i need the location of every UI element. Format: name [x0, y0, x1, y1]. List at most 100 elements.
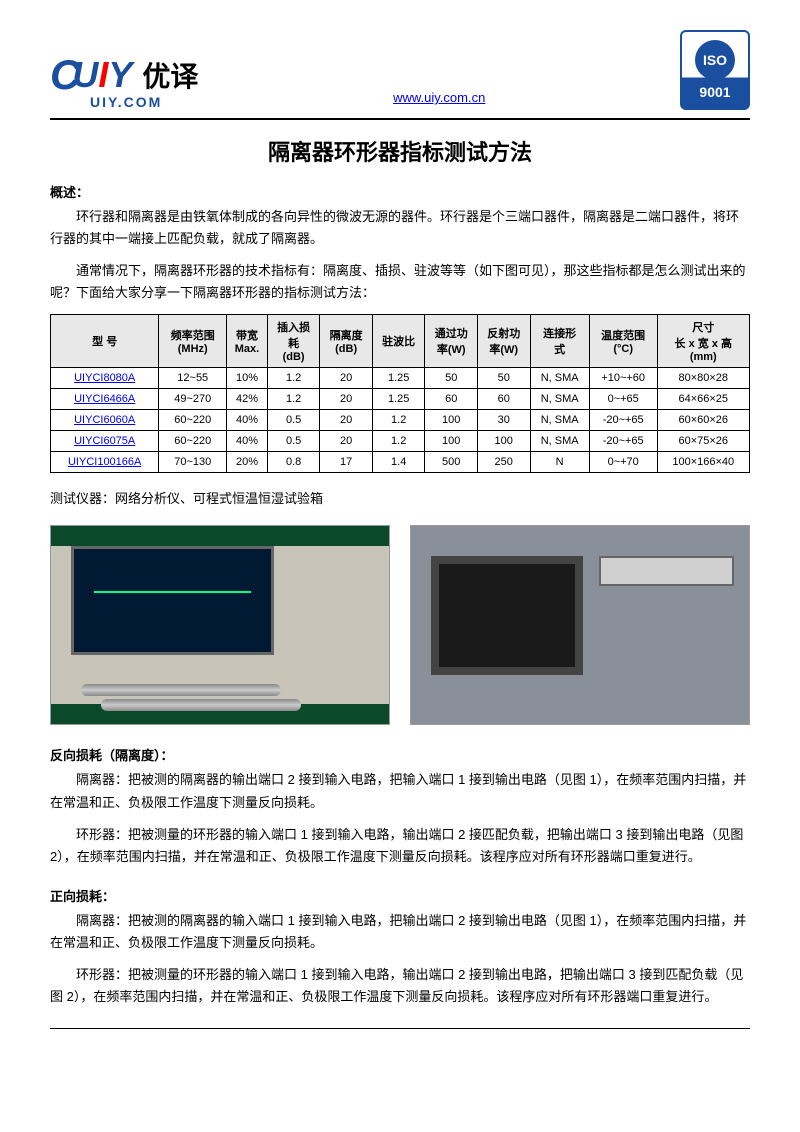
- network-analyzer-image: [50, 525, 390, 725]
- table-cell: -20~+65: [589, 431, 657, 452]
- model-link[interactable]: UIYCI6075A: [74, 435, 135, 447]
- table-cell: 1.2: [372, 431, 425, 452]
- table-cell: 0.5: [267, 410, 320, 431]
- temperature-chamber-image: [410, 525, 750, 725]
- table-cell: +10~+60: [589, 368, 657, 389]
- table-cell: 20%: [227, 452, 268, 473]
- model-link[interactable]: UIYCI8080A: [74, 372, 135, 384]
- table-cell: 40%: [227, 431, 268, 452]
- section1-paragraph-1: 隔离器：把被测的隔离器的输出端口 2 接到输入电路，把输入端口 1 接到输出电路…: [50, 769, 750, 813]
- iso-badge: ISO 9001: [680, 30, 750, 110]
- table-cell: UIYCI6060A: [51, 410, 159, 431]
- logo-subtitle: UIY.COM: [90, 94, 198, 110]
- overview-label: 概述：: [50, 182, 750, 201]
- table-row: UIYCI100166A70~13020%0.8171.4500250N0~+7…: [51, 452, 750, 473]
- table-cell: 50: [425, 368, 478, 389]
- table-cell: 100: [425, 431, 478, 452]
- table-cell: 17: [320, 452, 373, 473]
- table-cell: 0.8: [267, 452, 320, 473]
- table-cell: 60~220: [159, 431, 227, 452]
- overview-paragraph-1: 环行器和隔离器是由铁氧体制成的各向异性的微波无源的器件。环行器是个三端口器件，隔…: [50, 206, 750, 250]
- table-header-cell: 型 号: [51, 315, 159, 368]
- table-cell: UIYCI6466A: [51, 389, 159, 410]
- table-cell: 49~270: [159, 389, 227, 410]
- table-cell: 60×60×26: [657, 410, 749, 431]
- logo-chinese: 优译: [142, 55, 198, 95]
- table-header-cell: 驻波比: [372, 315, 425, 368]
- table-row: UIYCI6075A60~22040%0.5201.2100100N, SMA-…: [51, 431, 750, 452]
- table-cell: -20~+65: [589, 410, 657, 431]
- table-cell: 10%: [227, 368, 268, 389]
- table-cell: N: [530, 452, 589, 473]
- table-header-cell: 频率范围(MHz): [159, 315, 227, 368]
- table-cell: 50: [477, 368, 530, 389]
- table-cell: 20: [320, 431, 373, 452]
- table-row: UIYCI6060A 60~22040%0.5201.210030N, SMA-2…: [51, 410, 750, 431]
- chamber-panel: [599, 556, 734, 586]
- company-logo: CUIY 优译 UIY.COM: [50, 51, 198, 110]
- table-header-cell: 通过功率(W): [425, 315, 478, 368]
- table-cell: N, SMA: [530, 431, 589, 452]
- table-cell: 42%: [227, 389, 268, 410]
- table-cell: 60×75×26: [657, 431, 749, 452]
- table-row: UIYCI6466A49~27042%1.2201.256060N, SMA0~…: [51, 389, 750, 410]
- table-cell: 0~+70: [589, 452, 657, 473]
- table-cell: 1.2: [372, 410, 425, 431]
- section-reverse-loss-title: 反向损耗（隔离度）：: [50, 745, 750, 764]
- table-cell: UIYCI8080A: [51, 368, 159, 389]
- table-header-cell: 尺寸长 x 宽 x 高(mm): [657, 315, 749, 368]
- table-cell: 1.4: [372, 452, 425, 473]
- table-cell: 30: [477, 410, 530, 431]
- table-header-cell: 隔离度(dB): [320, 315, 373, 368]
- logo-main: CUIY 优译: [50, 51, 198, 99]
- table-header-cell: 温度范围(°C): [589, 315, 657, 368]
- equipment-images: [50, 525, 750, 725]
- page-title: 隔离器环形器指标测试方法: [50, 135, 750, 167]
- table-cell: UIYCI6075A: [51, 431, 159, 452]
- equipment-label: 测试仪器：网络分析仪、可程式恒温恒湿试验箱: [50, 488, 750, 510]
- table-cell: 1.2: [267, 368, 320, 389]
- table-header-cell: 连接形式: [530, 315, 589, 368]
- table-cell: 20: [320, 389, 373, 410]
- table-cell: 60~220: [159, 410, 227, 431]
- table-cell: 80×80×28: [657, 368, 749, 389]
- overview-paragraph-2: 通常情况下，隔离器环形器的技术指标有：隔离度、插损、驻波等等（如下图可见），那这…: [50, 260, 750, 304]
- table-cell: 250: [477, 452, 530, 473]
- table-cell: 1.25: [372, 368, 425, 389]
- section-forward-loss-title: 正向损耗：: [50, 886, 750, 905]
- table-cell: 1.2: [267, 389, 320, 410]
- iso-icon: ISO: [695, 40, 735, 80]
- model-link[interactable]: UIYCI100166A: [68, 456, 141, 468]
- section1-paragraph-2: 环形器：把被测量的环形器的输入端口 1 接到输入电路，输出端口 2 接匹配负载，…: [50, 824, 750, 868]
- table-cell: 64×66×25: [657, 389, 749, 410]
- table-header-cell: 反射功率(W): [477, 315, 530, 368]
- spec-table: 型 号频率范围(MHz)带宽Max.插入损耗(dB)隔离度(dB)驻波比通过功率…: [50, 314, 750, 473]
- website-link[interactable]: www.uiy.com.cn: [393, 90, 485, 105]
- table-row: UIYCI8080A12~5510%1.2201.255050N, SMA+10…: [51, 368, 750, 389]
- table-cell: 0.5: [267, 431, 320, 452]
- table-header-cell: 带宽Max.: [227, 315, 268, 368]
- table-cell: N, SMA: [530, 410, 589, 431]
- iso-number: 9001: [699, 84, 730, 100]
- table-cell: UIYCI100166A: [51, 452, 159, 473]
- table-cell: 70~130: [159, 452, 227, 473]
- table-cell: N, SMA: [530, 389, 589, 410]
- table-cell: 20: [320, 410, 373, 431]
- table-cell: 100: [477, 431, 530, 452]
- chamber-window: [431, 556, 583, 675]
- section2-paragraph-2: 环形器：把被测量的环形器的输入端口 1 接到输入电路，输出端口 2 接到输出电路…: [50, 964, 750, 1008]
- model-link[interactable]: UIYCI6466A: [74, 393, 135, 405]
- table-cell: 0~+65: [589, 389, 657, 410]
- section2-paragraph-1: 隔离器：把被测的隔离器的输入端口 1 接到输入电路，把输出端口 2 接到输出电路…: [50, 910, 750, 954]
- model-link[interactable]: UIYCI6060A: [74, 414, 135, 426]
- page-header: CUIY 优译 UIY.COM www.uiy.com.cn ISO 9001: [50, 30, 750, 120]
- table-cell: 12~55: [159, 368, 227, 389]
- table-cell: 100×166×40: [657, 452, 749, 473]
- table-cell: 1.25: [372, 389, 425, 410]
- table-cell: 40%: [227, 410, 268, 431]
- table-header-cell: 插入损耗(dB): [267, 315, 320, 368]
- table-cell: 60: [477, 389, 530, 410]
- table-cell: 60: [425, 389, 478, 410]
- table-cell: 100: [425, 410, 478, 431]
- table-cell: 20: [320, 368, 373, 389]
